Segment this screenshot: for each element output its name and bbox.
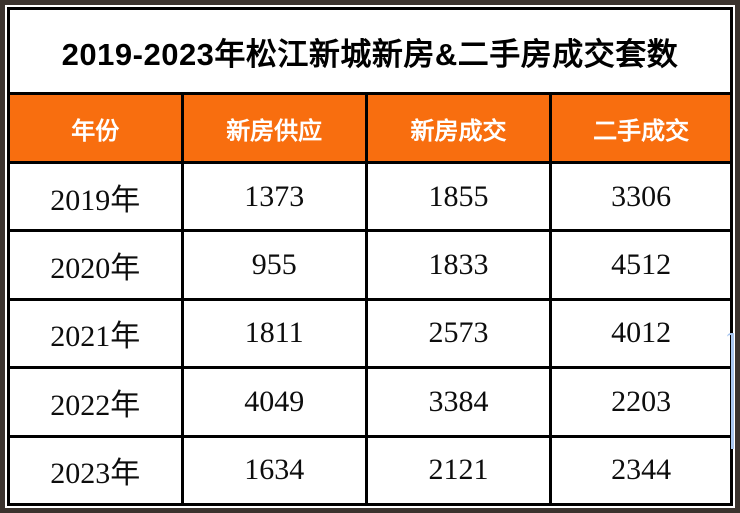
- header-cell-new-deals: 新房成交: [364, 92, 553, 164]
- value-cell: 2121: [364, 434, 553, 507]
- value-cell: 4012: [549, 297, 733, 370]
- year-cell: 2019年: [7, 160, 184, 233]
- value-cell: 955: [180, 229, 368, 301]
- title-row: 2019-2023年松江新城新房&二手房成交套数: [7, 7, 733, 95]
- value-cell: 2203: [549, 366, 733, 438]
- value-cell: 1833: [364, 229, 553, 301]
- selection-edge-artifact: [727, 333, 734, 449]
- value-cell: 4049: [180, 366, 368, 438]
- value-cell: 3384: [364, 366, 553, 438]
- header-row: 年份 新房供应 新房成交 二手成交: [7, 92, 733, 164]
- header-cell-secondhand-deals: 二手成交: [549, 92, 733, 164]
- year-cell: 2022年: [7, 366, 184, 438]
- value-cell: 1811: [180, 297, 368, 370]
- table-row: 2020年 955 1833 4512: [7, 229, 733, 301]
- table-row: 2021年 1811 2573 4012: [7, 297, 733, 370]
- transactions-table: 2019-2023年松江新城新房&二手房成交套数 年份 新房供应 新房成交 二手…: [7, 7, 733, 507]
- table-row: 2023年 1634 2121 2344: [7, 434, 733, 507]
- value-cell: 1373: [180, 160, 368, 233]
- year-cell: 2023年: [7, 434, 184, 507]
- value-cell: 2573: [364, 297, 553, 370]
- value-cell: 2344: [549, 434, 733, 507]
- year-cell: 2021年: [7, 297, 184, 370]
- year-cell: 2020年: [7, 229, 184, 301]
- table-title: 2019-2023年松江新城新房&二手房成交套数: [7, 7, 733, 95]
- header-cell-new-supply: 新房供应: [180, 92, 368, 164]
- table-row: 2019年 1373 1855 3306: [7, 160, 733, 233]
- value-cell: 3306: [549, 160, 733, 233]
- value-cell: 1634: [180, 434, 368, 507]
- table-row: 2022年 4049 3384 2203: [7, 366, 733, 438]
- value-cell: 1855: [364, 160, 553, 233]
- value-cell: 4512: [549, 229, 733, 301]
- header-cell-year: 年份: [7, 92, 184, 164]
